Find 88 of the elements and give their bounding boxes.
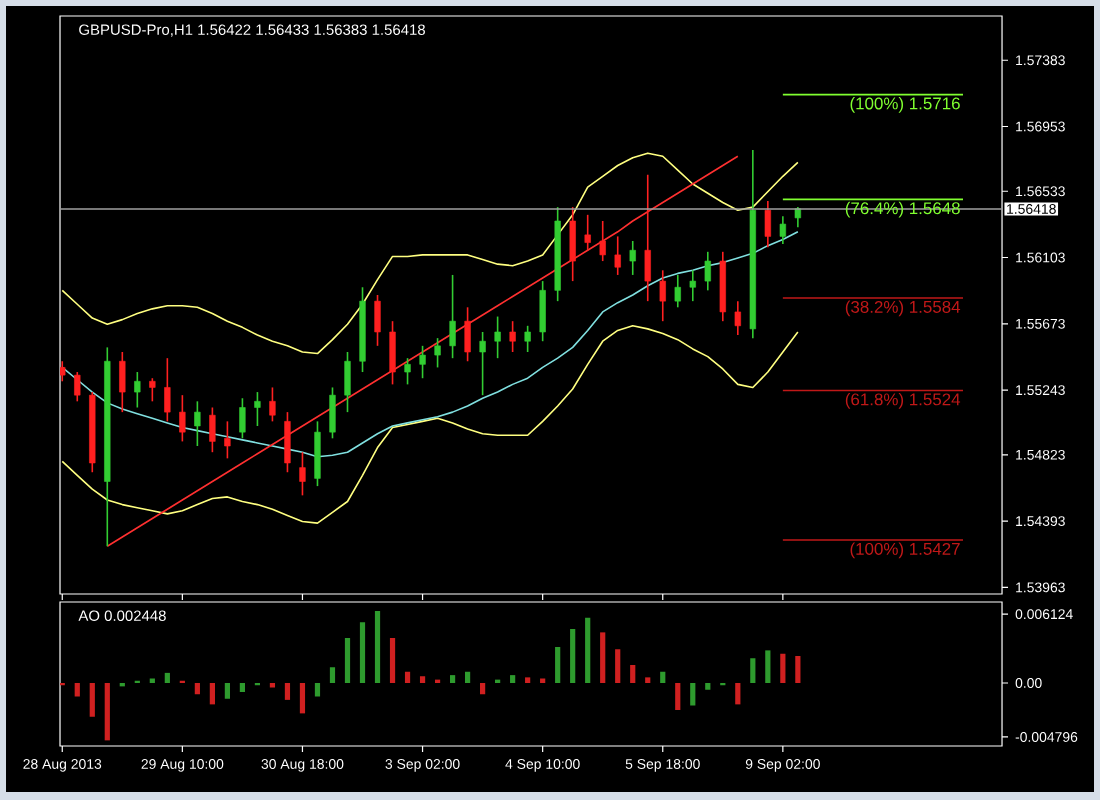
- bar: [209, 683, 215, 705]
- candlestick: [374, 294, 381, 347]
- candlestick: [599, 220, 606, 262]
- candlestick: [314, 420, 321, 487]
- candlestick: [284, 411, 291, 474]
- annotation: (76.4%) 1.5648: [845, 201, 960, 218]
- candlestick: [224, 420, 231, 460]
- bar: [615, 649, 621, 683]
- candlestick: [60, 360, 66, 383]
- candlestick: [269, 386, 276, 423]
- candlestick: [689, 269, 696, 302]
- candlestick: [794, 206, 802, 228]
- candlestick: [119, 351, 126, 413]
- bar: [600, 632, 606, 683]
- annotation: (100%) 1.5427: [850, 542, 960, 559]
- candlestick: [614, 235, 621, 276]
- bar: [555, 647, 561, 683]
- bar: [329, 667, 336, 683]
- bar: [525, 677, 531, 683]
- bar: [795, 656, 801, 683]
- bar: [660, 671, 666, 683]
- bar: [780, 653, 786, 683]
- candlestick: [479, 331, 486, 396]
- candlestick: [539, 280, 546, 343]
- bar: [359, 622, 366, 683]
- bar: [74, 683, 80, 697]
- candlestick: [404, 357, 411, 386]
- candlestick: [494, 315, 501, 359]
- candlestick: [419, 345, 426, 380]
- bar: [374, 611, 381, 683]
- bar: [705, 683, 711, 690]
- bar: [449, 675, 456, 683]
- candlestick: [734, 300, 741, 336]
- candlestick: [584, 214, 591, 252]
- candlestick: [659, 269, 666, 322]
- candlestick: [134, 371, 141, 409]
- bar: [464, 671, 471, 683]
- bar: [570, 629, 576, 683]
- candlestick: [569, 206, 576, 282]
- candlestick: [239, 397, 246, 440]
- candlestick: [149, 377, 156, 403]
- bar: [284, 683, 291, 700]
- candlestick: [254, 391, 261, 427]
- bar: [510, 675, 516, 683]
- candlestick: [644, 173, 651, 302]
- bar: [194, 683, 200, 695]
- bar: [675, 683, 681, 710]
- candlestick: [449, 274, 456, 359]
- annotation: (100%) 1.5716: [850, 96, 960, 113]
- bar: [89, 683, 95, 717]
- bar: [645, 677, 651, 683]
- bar: [630, 665, 636, 683]
- bar: [389, 638, 396, 683]
- candlestick: [74, 371, 81, 403]
- bar: [765, 650, 771, 683]
- candlestick: [344, 351, 351, 413]
- candlestick: [179, 394, 186, 443]
- bar: [239, 683, 246, 692]
- annotation: (38.2%) 1.5584: [845, 300, 961, 317]
- bar: [419, 676, 426, 683]
- bar: [750, 658, 756, 683]
- candlestick: [164, 357, 171, 423]
- candlestick: [329, 386, 336, 440]
- bar: [224, 683, 230, 699]
- candlestick: [779, 215, 787, 245]
- bar: [404, 671, 411, 683]
- candlestick: [629, 240, 636, 276]
- bar: [585, 617, 591, 683]
- candlestick: [434, 337, 441, 369]
- bar: [344, 638, 351, 683]
- bar: [164, 672, 170, 683]
- candlestick: [194, 400, 201, 447]
- bar: [735, 683, 741, 705]
- candlestick: [299, 451, 306, 497]
- candlestick: [464, 306, 471, 363]
- candlestick: [389, 320, 396, 386]
- annotation: (61.8%) 1.5524: [845, 392, 961, 409]
- bar: [299, 683, 306, 714]
- candlestick: [764, 200, 771, 248]
- bar: [690, 683, 696, 706]
- bar: [480, 683, 486, 695]
- bar: [104, 683, 110, 741]
- candlestick: [674, 274, 681, 309]
- candlestick: [209, 406, 216, 453]
- candlestick: [509, 320, 516, 353]
- candlestick: [704, 251, 711, 292]
- candlestick: [524, 325, 531, 353]
- bar: [314, 683, 321, 697]
